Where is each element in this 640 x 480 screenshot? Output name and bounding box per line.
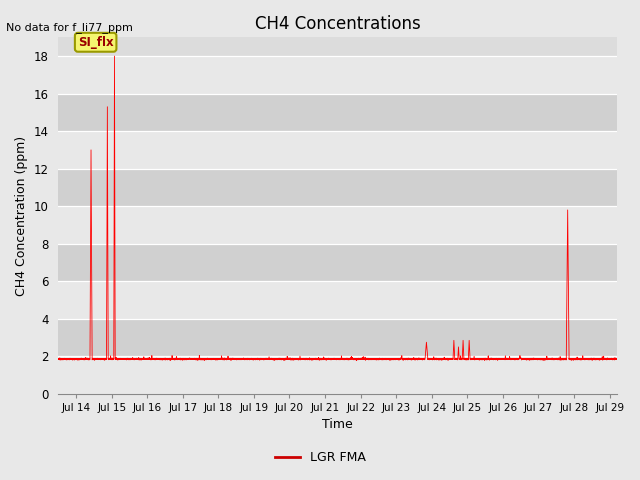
Bar: [58, 356, 617, 394]
Text: SI_flx: SI_flx: [78, 36, 113, 49]
Bar: [58, 94, 617, 131]
Text: No data for f_li77_ppm: No data for f_li77_ppm: [6, 22, 133, 33]
Bar: [58, 319, 617, 356]
Bar: [58, 168, 617, 206]
Bar: [58, 56, 617, 94]
Bar: [58, 244, 617, 281]
Bar: [58, 206, 617, 244]
Legend: LGR FMA: LGR FMA: [269, 446, 371, 469]
Y-axis label: CH4 Concentration (ppm): CH4 Concentration (ppm): [15, 135, 28, 296]
Title: CH4 Concentrations: CH4 Concentrations: [255, 15, 420, 33]
Bar: [58, 281, 617, 319]
Bar: [58, 131, 617, 168]
X-axis label: Time: Time: [322, 419, 353, 432]
